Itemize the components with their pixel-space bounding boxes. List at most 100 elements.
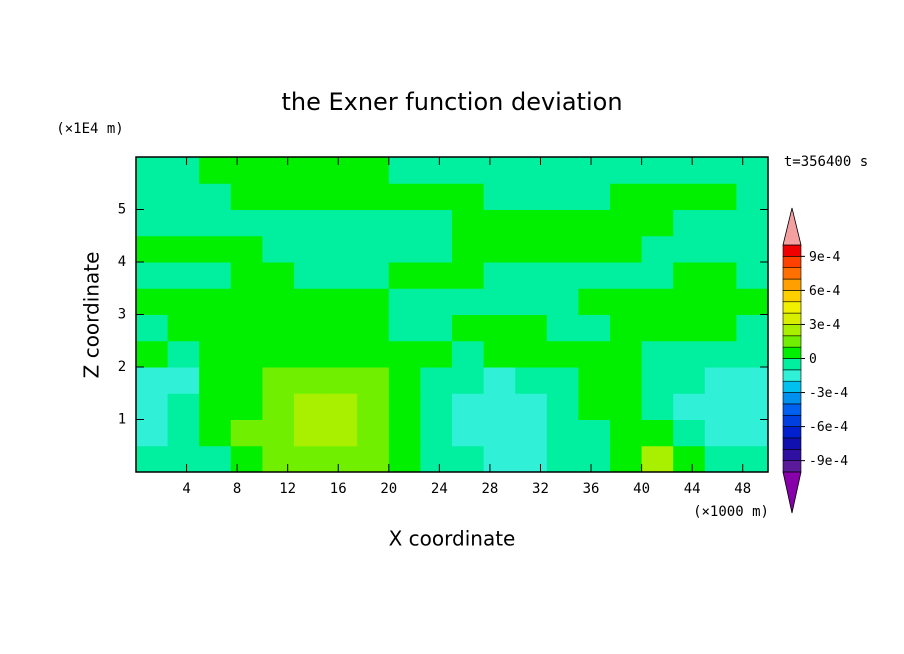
- contour-cell: [704, 314, 737, 342]
- contour-cell: [483, 340, 516, 368]
- contour-cell: [262, 419, 295, 447]
- colorbar-band: [782, 244, 802, 257]
- contour-cell: [736, 209, 769, 237]
- y-tick-label: 2: [118, 359, 126, 375]
- contour-cell: [167, 235, 200, 263]
- contour-cell: [388, 183, 421, 210]
- contour-cell: [483, 288, 516, 315]
- contour-cell: [704, 288, 737, 315]
- contour-cell: [610, 288, 643, 315]
- contour-cell: [704, 393, 737, 420]
- contour-cell: [420, 262, 453, 289]
- contour-cell: [325, 367, 358, 394]
- contour-cell: [294, 445, 327, 473]
- contour-cell: [641, 314, 674, 342]
- contour-cell: [546, 340, 579, 368]
- contour-cell: [578, 340, 611, 368]
- contour-cell: [610, 314, 643, 342]
- contour-cell: [262, 445, 295, 473]
- contour-cell: [136, 235, 169, 263]
- contour-cell: [325, 288, 358, 315]
- contour-cell: [673, 445, 706, 473]
- colorbar-band: [782, 460, 802, 473]
- contour-cell: [452, 314, 485, 342]
- contour-cell: [136, 419, 169, 447]
- contour-cell: [136, 288, 169, 315]
- contour-cell: [294, 262, 327, 289]
- contour-cell: [357, 157, 390, 184]
- colorbar-band: [782, 312, 802, 325]
- contour-cell: [420, 209, 453, 237]
- contour-cell: [199, 419, 232, 447]
- chart-title: the Exner function deviation: [281, 88, 622, 116]
- contour-cell: [325, 262, 358, 289]
- contour-cell: [452, 393, 485, 420]
- contour-cell: [736, 288, 769, 315]
- contour-cell: [230, 419, 263, 447]
- colorbar-band: [782, 380, 802, 393]
- contour-cell: [230, 445, 263, 473]
- contour-cell: [483, 314, 516, 342]
- contour-cell: [230, 288, 263, 315]
- contour-cell: [262, 314, 295, 342]
- colorbar-tick-label: 6e-4: [809, 284, 840, 299]
- contour-cell: [515, 288, 548, 315]
- y-tick-label: 4: [118, 254, 126, 270]
- contour-cell: [452, 183, 485, 210]
- contour-cell: [673, 419, 706, 447]
- contour-cell: [483, 419, 516, 447]
- contour-cell: [199, 340, 232, 368]
- contour-cell: [357, 393, 390, 420]
- contour-cell: [515, 157, 548, 184]
- contour-cell: [515, 340, 548, 368]
- contour-cell: [230, 209, 263, 237]
- x-tick-label: 40: [633, 481, 650, 497]
- contour-cell: [578, 209, 611, 237]
- contour-cell: [388, 393, 421, 420]
- contour-cell: [388, 340, 421, 368]
- contour-cell: [673, 314, 706, 342]
- contour-cell: [325, 393, 358, 420]
- contour-cell: [420, 419, 453, 447]
- contour-cell: [546, 157, 579, 184]
- contour-cell: [483, 445, 516, 473]
- contour-cell: [167, 445, 200, 473]
- colorbar-band: [782, 369, 802, 382]
- contour-cell: [610, 445, 643, 473]
- x-tick-label: 28: [481, 481, 498, 497]
- contour-cell: [294, 367, 327, 394]
- contour-cell: [199, 262, 232, 289]
- contour-cell: [736, 367, 769, 394]
- contour-cell: [420, 235, 453, 263]
- contour-cell: [357, 183, 390, 210]
- contour-cell: [578, 235, 611, 263]
- colorbar-band: [782, 346, 802, 359]
- contour-cell: [704, 157, 737, 184]
- contour-cell: [136, 157, 169, 184]
- contour-cell: [420, 183, 453, 210]
- contour-cell: [388, 209, 421, 237]
- contour-cell: [641, 445, 674, 473]
- contour-cell: [546, 314, 579, 342]
- contour-cell: [262, 367, 295, 394]
- contour-cell: [325, 209, 358, 237]
- contour-cell: [262, 209, 295, 237]
- contour-cell: [483, 262, 516, 289]
- colorbar-tick-label: -3e-4: [809, 386, 848, 401]
- contour-cell: [515, 235, 548, 263]
- contour-cell: [546, 235, 579, 263]
- contour-cell: [230, 183, 263, 210]
- contour-cell: [515, 314, 548, 342]
- contour-cell: [546, 183, 579, 210]
- contour-cell: [736, 262, 769, 289]
- contour-cell: [704, 235, 737, 263]
- contour-cell: [578, 157, 611, 184]
- contour-cell: [736, 445, 769, 473]
- colorbar-tick-label: 9e-4: [809, 250, 840, 265]
- contour-cell: [199, 314, 232, 342]
- colorbar-tick-label: -6e-4: [809, 420, 848, 435]
- contour-cell: [736, 235, 769, 263]
- contour-cell: [515, 445, 548, 473]
- colorbar-tick-label: -9e-4: [809, 454, 848, 469]
- contour-cell: [704, 367, 737, 394]
